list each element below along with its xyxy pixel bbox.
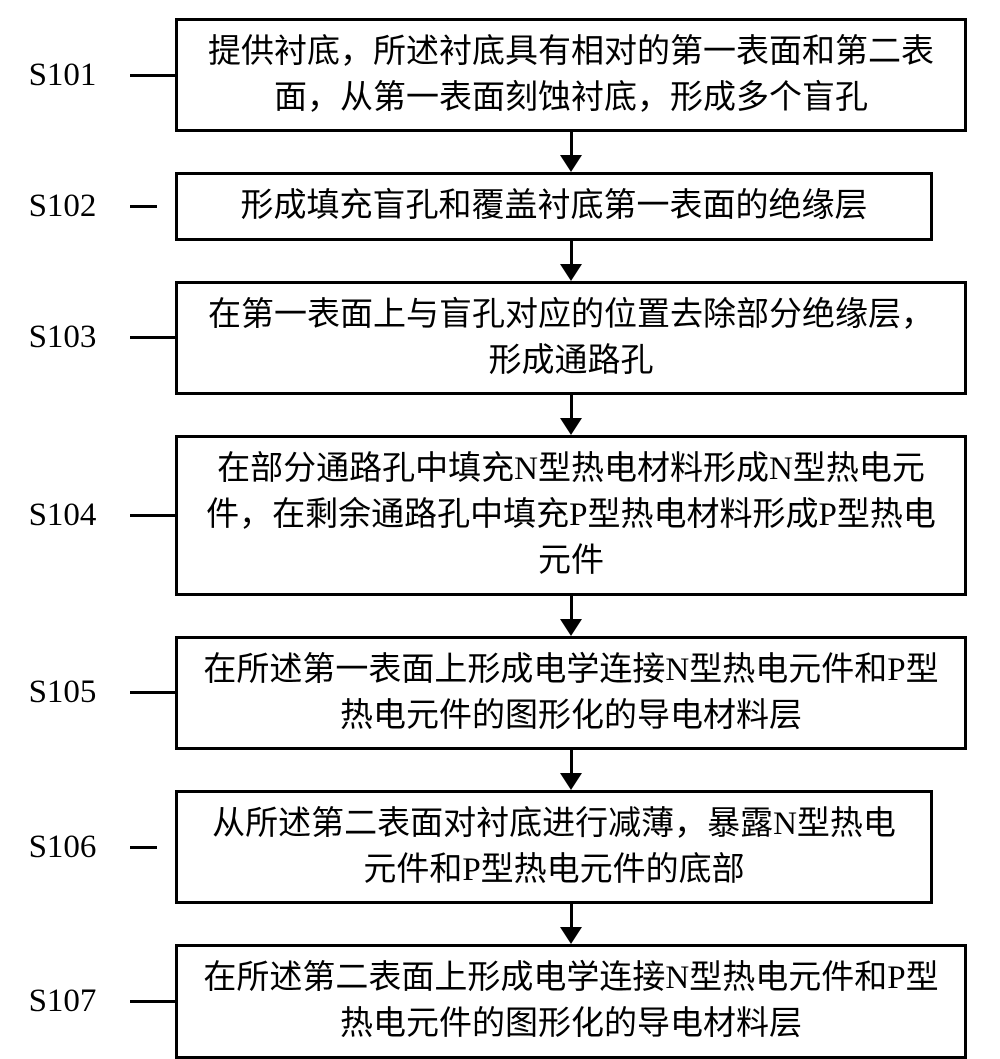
step-label: S103 — [0, 319, 130, 356]
step-label: S106 — [0, 829, 130, 866]
flowchart-arrow — [175, 904, 967, 944]
flowchart-arrow — [175, 750, 967, 790]
step-connector — [130, 18, 175, 132]
step-label: S105 — [0, 674, 130, 711]
step-connector — [130, 944, 175, 1058]
flowchart-step: S104 在部分通路孔中填充N型热电材料形成N型热电元件，在剩余通路孔中填充P型… — [0, 435, 1000, 596]
step-box: 在第一表面上与盲孔对应的位置去除部分绝缘层，形成通路孔 — [175, 281, 967, 395]
flowchart-step: S101 提供衬底，所述衬底具有相对的第一表面和第二表面，从第一表面刻蚀衬底，形… — [0, 18, 1000, 132]
step-box: 提供衬底，所述衬底具有相对的第一表面和第二表面，从第一表面刻蚀衬底，形成多个盲孔 — [175, 18, 967, 132]
flowchart-step: S102 形成填充盲孔和覆盖衬底第一表面的绝缘层 — [0, 172, 1000, 240]
step-box: 在所述第一表面上形成电学连接N型热电元件和P型热电元件的图形化的导电材料层 — [175, 636, 967, 750]
step-connector — [130, 790, 157, 904]
flowchart-arrow — [175, 132, 967, 172]
step-box: 在部分通路孔中填充N型热电材料形成N型热电元件，在剩余通路孔中填充P型热电材料形… — [175, 435, 967, 596]
flowchart-step: S106 从所述第二表面对衬底进行减薄，暴露N型热电元件和P型热电元件的底部 — [0, 790, 1000, 904]
flowchart-arrow — [175, 241, 967, 281]
step-label: S107 — [0, 983, 130, 1020]
step-connector — [130, 281, 175, 395]
flowchart-step: S103 在第一表面上与盲孔对应的位置去除部分绝缘层，形成通路孔 — [0, 281, 1000, 395]
step-box: 形成填充盲孔和覆盖衬底第一表面的绝缘层 — [175, 172, 933, 240]
flowchart-container: S101 提供衬底，所述衬底具有相对的第一表面和第二表面，从第一表面刻蚀衬底，形… — [0, 18, 1000, 1059]
flowchart-arrow — [175, 596, 967, 636]
step-label: S104 — [0, 497, 130, 534]
flowchart-step: S105 在所述第一表面上形成电学连接N型热电元件和P型热电元件的图形化的导电材… — [0, 636, 1000, 750]
step-label: S101 — [0, 57, 130, 94]
step-connector — [130, 435, 175, 596]
step-box: 从所述第二表面对衬底进行减薄，暴露N型热电元件和P型热电元件的底部 — [175, 790, 933, 904]
step-box: 在所述第二表面上形成电学连接N型热电元件和P型热电元件的图形化的导电材料层 — [175, 944, 967, 1058]
step-connector — [130, 172, 157, 240]
flowchart-step: S107 在所述第二表面上形成电学连接N型热电元件和P型热电元件的图形化的导电材… — [0, 944, 1000, 1058]
step-connector — [130, 636, 175, 750]
step-label: S102 — [0, 188, 130, 225]
flowchart-arrow — [175, 395, 967, 435]
